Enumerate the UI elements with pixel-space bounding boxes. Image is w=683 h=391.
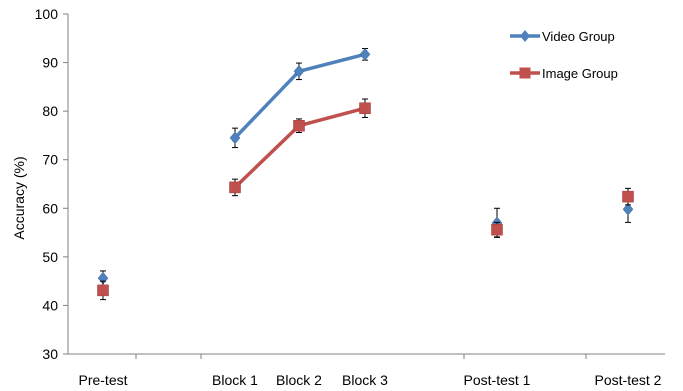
y-tick-label: 70 <box>42 152 58 168</box>
data-point <box>359 102 371 114</box>
data-point <box>229 181 241 194</box>
y-axis-title: Accuracy (%) <box>11 156 27 239</box>
series-video-group <box>97 47 634 287</box>
legend-item: Image Group <box>510 66 618 81</box>
data-point <box>97 284 109 297</box>
x-tick-label: Block 3 <box>342 372 388 388</box>
series-layer <box>97 47 634 301</box>
y-tick-label: 40 <box>42 297 58 313</box>
x-axis-ticks: Pre-test Block 1 Block 2 Block 3 Post-test 1… <box>78 372 661 388</box>
y-tick-label: 100 <box>35 6 59 22</box>
data-point <box>622 190 634 203</box>
data-point <box>491 223 503 236</box>
axes <box>67 14 665 359</box>
y-tick-label: 90 <box>42 55 58 71</box>
x-tick-label: Post-test 1 <box>464 372 531 388</box>
data-point <box>229 131 241 145</box>
x-tick-label: Block 2 <box>276 372 322 388</box>
legend-label: Image Group <box>542 66 618 81</box>
series-image-group <box>97 98 634 301</box>
legend-marker <box>519 67 531 79</box>
data-point <box>622 202 634 216</box>
legend-marker <box>520 30 530 42</box>
data-point <box>293 64 305 78</box>
data-point <box>359 47 371 61</box>
y-axis-ticks: 30 40 50 60 70 80 90 100 <box>35 6 68 362</box>
y-tick-label: 80 <box>42 103 58 119</box>
legend: Video Group Image Group <box>510 29 618 81</box>
y-tick-label: 50 <box>42 249 58 265</box>
data-point <box>293 119 305 132</box>
x-tick-label: Block 1 <box>212 372 258 388</box>
legend-item: Video Group <box>510 29 615 44</box>
x-tick-label: Post-test 2 <box>595 372 662 388</box>
y-tick-label: 60 <box>42 200 58 216</box>
x-tick-label: Pre-test <box>78 372 127 388</box>
legend-label: Video Group <box>542 29 615 44</box>
y-tick-label: 30 <box>42 346 58 362</box>
